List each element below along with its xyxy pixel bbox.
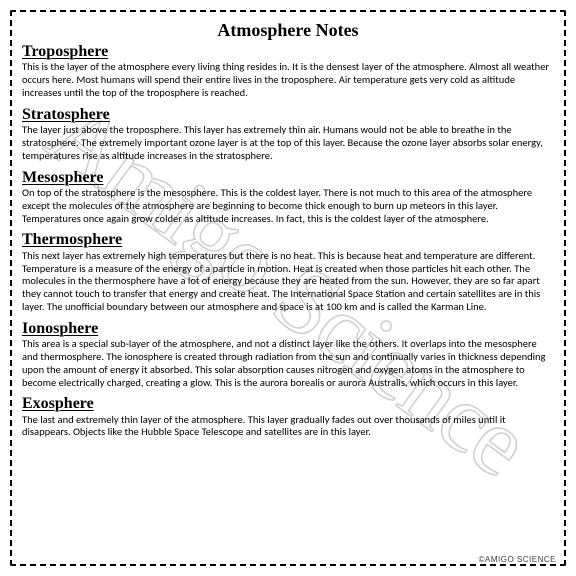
heading-ionosphere: Ionosphere (22, 320, 554, 338)
body-exosphere: The last and extremely thin layer of the… (22, 414, 554, 440)
footer-credit: ©AMIGO SCIENCE (479, 555, 556, 564)
section-troposphere: Troposphere This is the layer of the atm… (22, 43, 554, 100)
page-title: Atmosphere Notes (22, 20, 554, 41)
section-exosphere: Exosphere The last and extremely thin la… (22, 395, 554, 439)
heading-mesosphere: Mesosphere (22, 169, 554, 187)
body-ionosphere: This area is a special sub-layer of the … (22, 338, 554, 389)
heading-stratosphere: Stratosphere (22, 106, 554, 124)
heading-thermosphere: Thermosphere (22, 231, 554, 249)
content-area: Atmosphere Notes Troposphere This is the… (14, 14, 562, 562)
body-stratosphere: The layer just above the troposphere. Th… (22, 124, 554, 162)
body-mesosphere: On top of the stratosphere is the mesosp… (22, 187, 554, 225)
section-thermosphere: Thermosphere This next layer has extreme… (22, 231, 554, 313)
heading-exosphere: Exosphere (22, 395, 554, 413)
body-thermosphere: This next layer has extremely high tempe… (22, 250, 554, 314)
section-stratosphere: Stratosphere The layer just above the tr… (22, 106, 554, 163)
body-troposphere: This is the layer of the atmosphere ever… (22, 61, 554, 99)
heading-troposphere: Troposphere (22, 43, 554, 61)
section-mesosphere: Mesosphere On top of the stratosphere is… (22, 169, 554, 226)
section-ionosphere: Ionosphere This area is a special sub-la… (22, 320, 554, 390)
worksheet-page: Amigo Science Atmosphere Notes Troposphe… (0, 0, 576, 576)
